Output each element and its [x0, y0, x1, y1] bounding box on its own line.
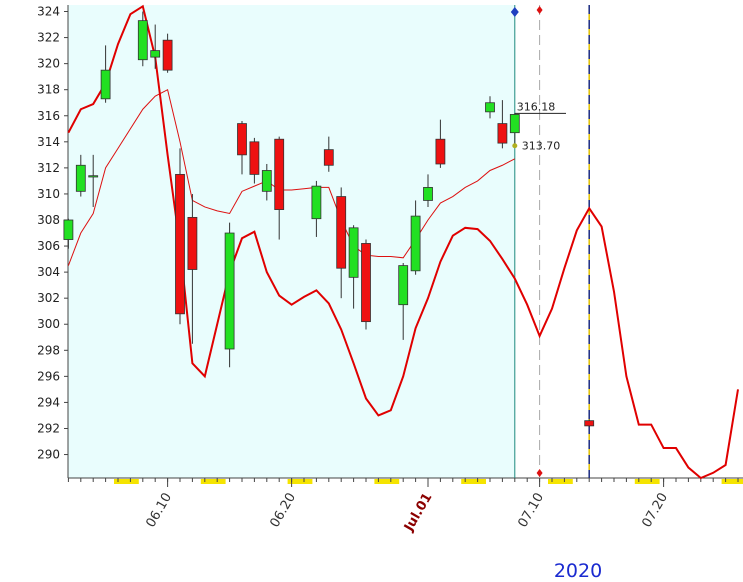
y-tick-label: 296: [37, 369, 60, 383]
x-tick-label: Jul.01: [401, 491, 435, 535]
candle-body: [398, 265, 409, 306]
candle-body: [224, 232, 235, 350]
x-tick-label: 07.10: [515, 491, 547, 531]
weekend-block: [634, 479, 660, 484]
weekend-block: [200, 479, 226, 484]
y-tick-label: 310: [37, 187, 60, 201]
candle-body: [75, 164, 86, 192]
candle-body: [249, 141, 260, 175]
y-tick-label: 308: [37, 213, 60, 227]
y-tick-label: 312: [37, 161, 60, 175]
x-tick-label: 06.20: [267, 491, 299, 531]
dash-diamond: [536, 469, 543, 477]
candle-body: [584, 420, 595, 427]
y-tick-label: 314: [37, 135, 60, 149]
candle-body: [485, 102, 495, 113]
y-tick-label: 320: [37, 57, 60, 71]
y-tick-label: 318: [37, 83, 60, 97]
candle-body: [361, 243, 371, 323]
y-tick-label: 290: [37, 448, 60, 462]
y-tick-label: 298: [37, 343, 60, 357]
y-tick-label: 322: [37, 31, 60, 45]
weekend-block: [114, 479, 139, 484]
y-tick-label: 302: [37, 291, 60, 305]
price-label: 313.70: [522, 140, 561, 153]
y-tick-label: 294: [37, 395, 60, 409]
weekend-block: [461, 479, 486, 484]
y-tick-label: 304: [37, 265, 60, 279]
y-tick-label: 300: [37, 317, 60, 331]
candle-body: [509, 114, 520, 134]
y-tick-label: 324: [37, 5, 60, 19]
line: [67, 88, 516, 266]
weekend-block: [721, 479, 743, 484]
x-tick-label: 07.20: [639, 491, 671, 531]
candle-body: [435, 138, 446, 165]
candle-body: [348, 227, 359, 278]
candle-body: [274, 138, 285, 210]
candle-body: [423, 187, 433, 201]
weekend-block: [374, 479, 400, 484]
candle-body: [497, 123, 508, 144]
candle-body: [137, 20, 148, 61]
candle-body: [162, 39, 173, 71]
candle-body: [336, 196, 347, 269]
weekend-block: [548, 479, 573, 484]
x-tick-label: 06.10: [143, 491, 175, 531]
y-tick-label: 316: [37, 109, 60, 123]
candle-body: [311, 185, 322, 220]
candle-body: [323, 149, 334, 166]
candle-body: [237, 123, 247, 156]
price-label: 316.18: [517, 100, 556, 113]
candle-body: [175, 173, 185, 315]
dash-diamond: [536, 6, 543, 14]
y-tick-label: 306: [37, 239, 60, 253]
year-label: 2020: [554, 560, 602, 582]
now-diamond: [510, 7, 519, 17]
candle-body: [150, 50, 161, 58]
weekend-block: [287, 479, 313, 484]
candle-body: [63, 219, 74, 240]
candle-body: [410, 215, 421, 272]
y-tick-label: 292: [37, 421, 60, 435]
candle-body: [88, 175, 99, 178]
candle-body: [100, 69, 111, 100]
candle-body: [261, 170, 272, 192]
price-point: [512, 143, 518, 149]
candle-body: [187, 216, 198, 270]
history-background: [68, 5, 515, 478]
